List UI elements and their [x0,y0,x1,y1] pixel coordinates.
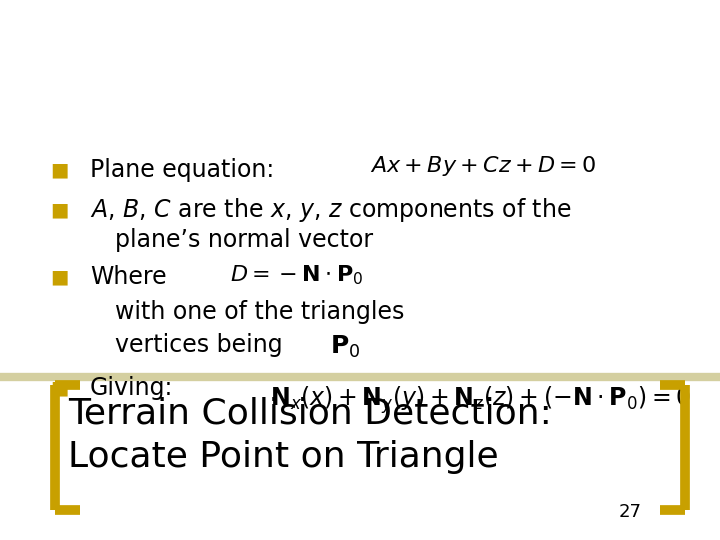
Text: Where: Where [90,265,166,289]
Text: $\mathbf{N}_x(x)+\mathbf{N}_y(y)+\mathbf{N}_z(z)+(-\mathbf{N} \cdot \mathbf{P}_0: $\mathbf{N}_x(x)+\mathbf{N}_y(y)+\mathbf… [270,384,691,416]
Text: $Ax + By + Cz + D = 0$: $Ax + By + Cz + D = 0$ [370,154,596,178]
Text: ■: ■ [50,379,68,397]
Text: $\mathbf{P}_0$: $\mathbf{P}_0$ [330,334,361,360]
Text: ■: ■ [50,160,68,179]
Text: Terrain Collision Detection:: Terrain Collision Detection: [68,396,552,430]
Text: ■: ■ [50,267,68,287]
Text: ■: ■ [50,200,68,219]
Text: $D = -\mathbf{N} \cdot \mathbf{P}_0$: $D = -\mathbf{N} \cdot \mathbf{P}_0$ [230,263,364,287]
Text: plane’s normal vector: plane’s normal vector [115,228,373,252]
Text: with one of the triangles: with one of the triangles [115,300,405,324]
Text: Locate Point on Triangle: Locate Point on Triangle [68,440,499,474]
Text: Plane equation:: Plane equation: [90,158,274,182]
Text: 27: 27 [618,503,642,521]
Text: Giving:: Giving: [90,376,174,400]
Text: vertices being: vertices being [115,333,283,357]
Text: $A$, $B$, $C$ are the $x$, $y$, $z$ components of the: $A$, $B$, $C$ are the $x$, $y$, $z$ comp… [90,196,572,224]
